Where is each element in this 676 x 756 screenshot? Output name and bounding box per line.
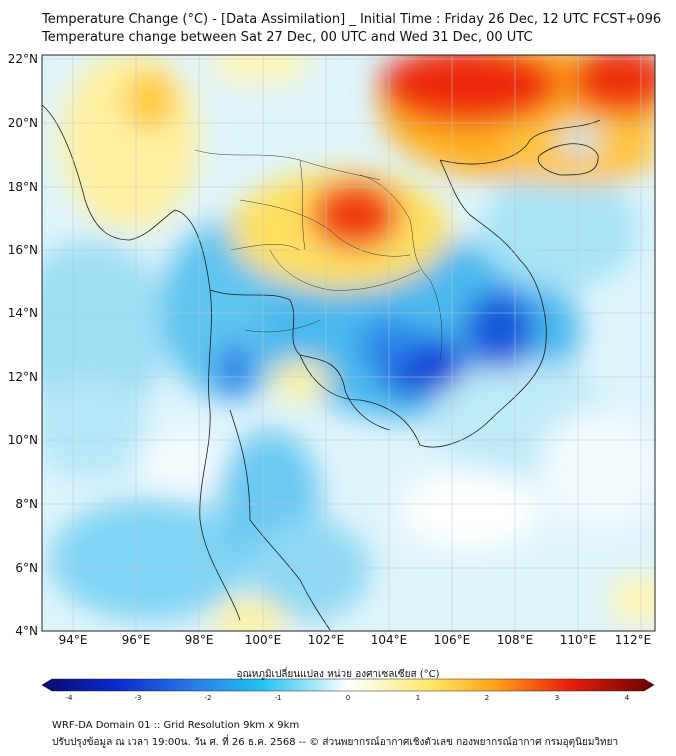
coastlines xyxy=(42,104,601,631)
lat-label: 12°N xyxy=(7,370,38,384)
colorbar-tick: -1 xyxy=(274,694,282,702)
map-title-line2: Temperature change between Sat 27 Dec, 0… xyxy=(42,30,533,45)
lat-label: 10°N xyxy=(7,433,38,447)
plot-frame xyxy=(41,54,656,632)
lon-label: 106°E xyxy=(433,633,471,647)
lat-label: 22°N xyxy=(7,52,38,66)
colorbar xyxy=(41,678,655,692)
colorbar-tick: 1 xyxy=(415,694,421,702)
temperature-field xyxy=(42,55,655,631)
lat-label: 16°N xyxy=(7,243,38,257)
lat-label: 18°N xyxy=(7,180,38,194)
colorbar-tick: -2 xyxy=(204,694,212,702)
lon-label: 98°E xyxy=(184,633,214,647)
lon-label: 108°E xyxy=(496,633,534,647)
footer-model-info: WRF-DA Domain 01 :: Grid Resolution 9km … xyxy=(52,720,300,731)
map-title-line1: Temperature Change (°C) - [Data Assimila… xyxy=(42,12,662,27)
lat-label: 6°N xyxy=(15,561,38,575)
colorbar-tick: 2 xyxy=(484,694,490,702)
lon-label: 96°E xyxy=(121,633,151,647)
colorbar-tick: 4 xyxy=(624,694,630,702)
lat-label: 20°N xyxy=(7,116,38,130)
footer-update-info: ปรับปรุงข้อมูล ณ เวลา 19:00น. วัน ศ. ที่… xyxy=(52,737,619,748)
colorbar-tick: -3 xyxy=(134,694,142,702)
colorbar-tick: 3 xyxy=(554,694,560,702)
lon-label: 102°E xyxy=(307,633,345,647)
colorbar-tick: -4 xyxy=(65,694,73,702)
lon-label: 100°E xyxy=(244,633,282,647)
colorbar-label: อุณหภูมิเปลี่ยนแปลง หน่วย องศาเซลเซียส (… xyxy=(236,669,440,680)
lon-label: 94°E xyxy=(58,633,88,647)
lat-label: 8°N xyxy=(15,497,38,511)
colorbar-tick: 0 xyxy=(345,694,351,702)
lat-label: 4°N xyxy=(15,624,38,638)
admin-borders xyxy=(194,149,443,361)
graticule xyxy=(42,55,655,631)
lon-label: 110°E xyxy=(559,633,597,647)
lon-label: 104°E xyxy=(370,633,408,647)
lat-label: 14°N xyxy=(7,306,38,320)
lon-label: 112°E xyxy=(614,633,652,647)
